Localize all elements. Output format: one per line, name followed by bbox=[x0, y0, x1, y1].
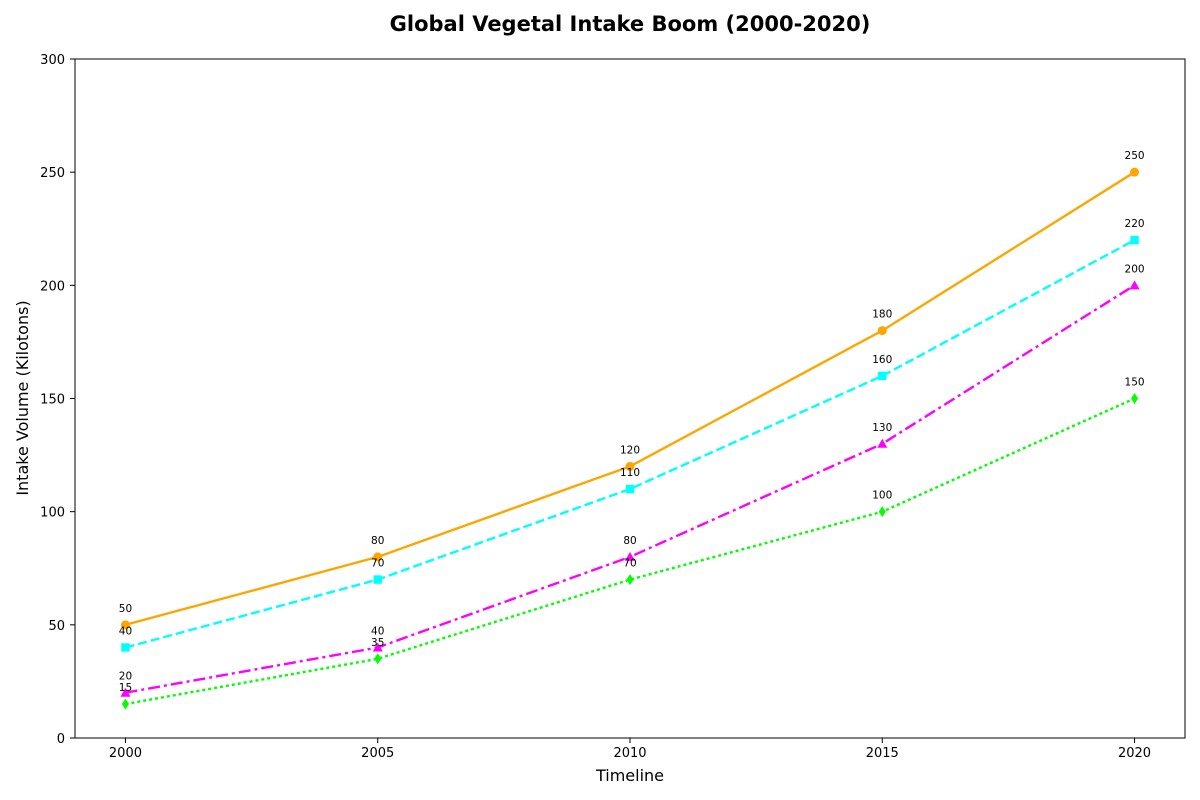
data-label: 100 bbox=[872, 490, 892, 502]
data-label: 80 bbox=[371, 535, 384, 547]
x-axis: 2000 2005 2010 2015 2020 bbox=[109, 738, 1151, 761]
y-tick-label: 0 bbox=[57, 732, 65, 747]
data-point bbox=[626, 574, 634, 586]
y-tick-label: 150 bbox=[40, 393, 65, 408]
data-label: 15 bbox=[119, 682, 132, 694]
data-label: 70 bbox=[623, 558, 636, 570]
chart-title: Global Vegetal Intake Boom (2000-2020) bbox=[390, 12, 871, 36]
data-point bbox=[373, 575, 382, 584]
data-point bbox=[1129, 280, 1140, 290]
x-tick-label: 2005 bbox=[361, 746, 394, 761]
data-point bbox=[120, 620, 130, 630]
y-tick-label: 300 bbox=[40, 53, 65, 68]
data-label: 20 bbox=[119, 671, 132, 683]
y-tick-label: 50 bbox=[48, 619, 65, 634]
data-label: 120 bbox=[620, 444, 640, 456]
data-label: 80 bbox=[623, 535, 636, 547]
data-label: 50 bbox=[119, 603, 132, 615]
data-point bbox=[1130, 235, 1139, 245]
x-tick-label: 2020 bbox=[1118, 746, 1151, 761]
data-point bbox=[625, 461, 635, 471]
x-axis-label: Timeline bbox=[595, 766, 664, 785]
y-axis: 0 50 100 150 200 250 300 bbox=[40, 53, 75, 747]
data-point bbox=[372, 642, 383, 652]
data-label: 70 bbox=[371, 558, 384, 570]
data-point bbox=[878, 371, 887, 381]
data-point bbox=[120, 687, 131, 697]
data-label: 180 bbox=[872, 309, 892, 321]
data-point bbox=[121, 698, 129, 710]
series-line bbox=[125, 239, 1136, 649]
data-label: 160 bbox=[872, 354, 892, 366]
data-point bbox=[625, 551, 635, 561]
data-label: 40 bbox=[119, 625, 132, 637]
x-tick-label: 2015 bbox=[866, 746, 899, 761]
plot-area bbox=[74, 58, 1186, 739]
data-label: 250 bbox=[1125, 150, 1145, 162]
data-label: 200 bbox=[1125, 263, 1145, 275]
data-label: 110 bbox=[620, 467, 640, 479]
x-tick-label: 2000 bbox=[109, 746, 142, 761]
series-1: 50 80 120 180 250 bbox=[119, 150, 1145, 630]
data-point bbox=[625, 484, 635, 494]
data-label: 40 bbox=[371, 625, 384, 637]
data-point bbox=[121, 643, 130, 652]
y-tick-label: 100 bbox=[40, 506, 65, 521]
data-label: 150 bbox=[1125, 377, 1145, 389]
data-label: 35 bbox=[371, 637, 384, 649]
series-layer: 50 80 120 180 250 40 70 110 160 220 20 40 80 130 200 15… bbox=[119, 150, 1145, 710]
y-axis-label: Intake Volume (Kilotons) bbox=[13, 300, 32, 495]
y-tick-label: 200 bbox=[40, 279, 65, 294]
series-line bbox=[125, 397, 1135, 706]
series-3: 20 40 80 130 200 bbox=[119, 263, 1145, 697]
y-tick-label: 250 bbox=[40, 166, 65, 181]
data-label: 130 bbox=[872, 422, 892, 434]
data-point bbox=[877, 438, 888, 448]
data-label: 220 bbox=[1125, 218, 1145, 230]
data-point bbox=[1131, 393, 1139, 404]
data-point bbox=[1130, 167, 1140, 177]
x-tick-label: 2010 bbox=[613, 746, 646, 761]
plot-frame bbox=[74, 58, 1186, 739]
data-point bbox=[373, 552, 383, 562]
series-4: 15 35 70 100 150 bbox=[119, 377, 1145, 710]
series-2: 40 70 110 160 220 bbox=[119, 218, 1145, 652]
data-point bbox=[878, 506, 886, 518]
data-point bbox=[877, 326, 887, 336]
data-point bbox=[374, 653, 382, 665]
